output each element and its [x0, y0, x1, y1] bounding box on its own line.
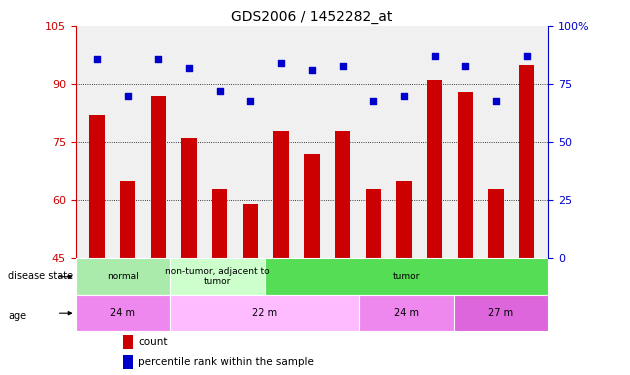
Text: 24 m: 24 m — [394, 308, 419, 318]
Bar — [123, 356, 134, 369]
Text: tumor: tumor — [392, 272, 420, 281]
Bar — [457, 92, 473, 258]
Bar — [76, 295, 170, 332]
Text: 24 m: 24 m — [110, 308, 135, 318]
Point — [491, 98, 501, 104]
Text: percentile rank within the sample: percentile rank within the sample — [138, 357, 314, 368]
Point — [246, 98, 256, 104]
Bar — [181, 138, 197, 258]
Bar — [359, 295, 454, 332]
Bar — [454, 295, 548, 332]
Bar — [89, 115, 105, 258]
Bar — [76, 258, 170, 295]
Point — [368, 98, 378, 104]
Point — [307, 68, 317, 74]
Bar — [335, 131, 350, 258]
Point — [153, 56, 163, 62]
Text: 27 m: 27 m — [488, 308, 513, 318]
Point — [215, 88, 225, 94]
Text: count: count — [138, 337, 168, 347]
Point — [276, 60, 286, 66]
Bar — [365, 189, 381, 258]
Text: 22 m: 22 m — [252, 308, 277, 318]
Point — [399, 93, 409, 99]
Bar — [212, 189, 227, 258]
Bar — [123, 335, 134, 350]
Bar — [170, 258, 265, 295]
Bar — [120, 181, 135, 258]
Bar — [488, 189, 503, 258]
Point — [92, 56, 102, 62]
Bar — [304, 154, 319, 258]
Bar — [519, 65, 534, 258]
Title: GDS2006 / 1452282_at: GDS2006 / 1452282_at — [231, 10, 392, 24]
Point — [461, 63, 471, 69]
Bar — [427, 80, 442, 258]
Text: normal: normal — [107, 272, 139, 281]
Point — [184, 65, 194, 71]
Point — [522, 54, 532, 60]
Bar — [273, 131, 289, 258]
Point — [338, 63, 348, 69]
Bar — [396, 181, 411, 258]
Bar — [265, 258, 548, 295]
Text: disease state: disease state — [8, 271, 73, 280]
Bar — [151, 96, 166, 258]
Bar — [170, 295, 359, 332]
Bar — [243, 204, 258, 258]
Text: age: age — [8, 311, 26, 321]
Point — [123, 93, 133, 99]
Point — [430, 54, 440, 60]
Text: non-tumor, adjacent to
tumor: non-tumor, adjacent to tumor — [165, 267, 270, 286]
